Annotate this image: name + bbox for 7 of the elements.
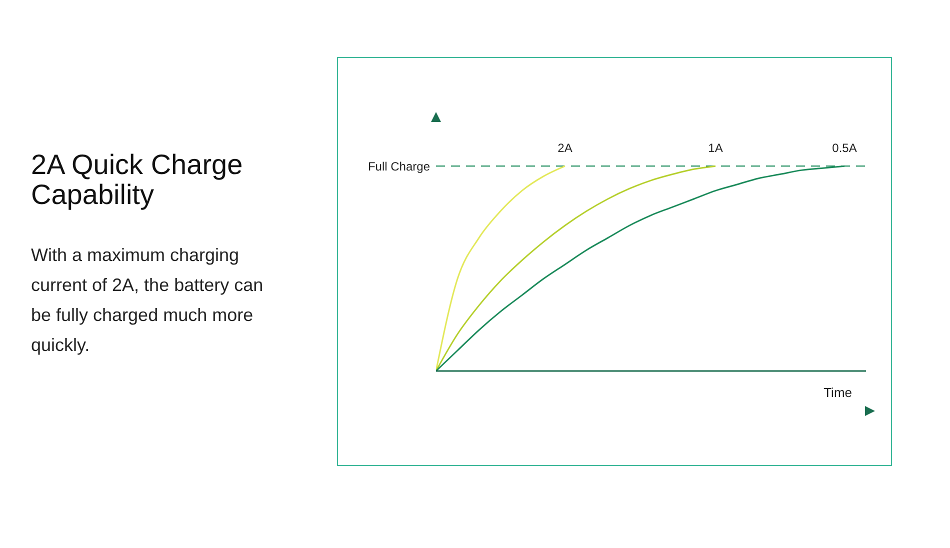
series-label: 1A [708, 141, 723, 156]
x-axis-title: Time [824, 385, 852, 400]
text: With a maximum charging current of 2A, the battery can be fully charged much more quickly. [31, 244, 264, 357]
ref-line-label: Full Charge [368, 159, 430, 174]
series-label: 2A [558, 141, 572, 156]
text: 2A Quick Charge Capability [31, 149, 244, 210]
series-label: 0.5A [832, 141, 857, 156]
